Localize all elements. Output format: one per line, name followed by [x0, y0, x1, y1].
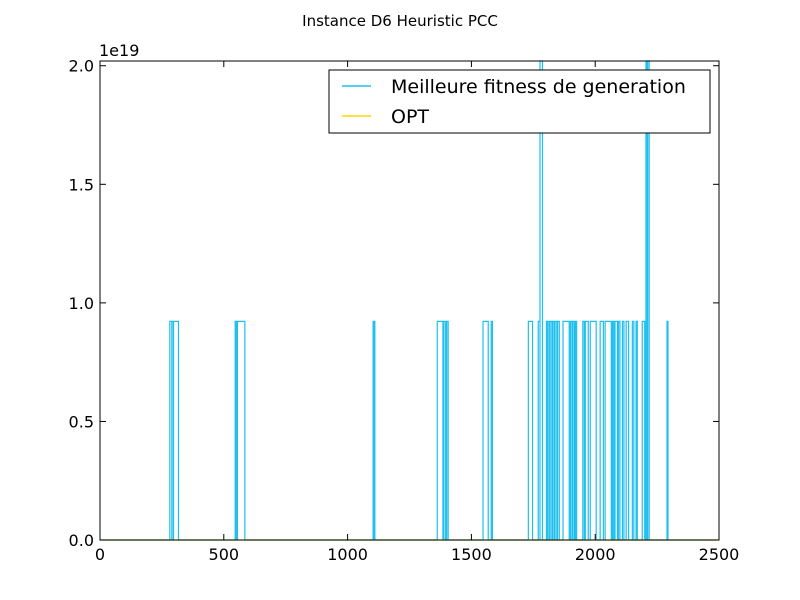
- y-axis-ticks: 0.0 0.5 1.0 1.5 2.0: [69, 57, 719, 550]
- legend-label-0: Meilleure fitness de generation: [391, 76, 686, 98]
- x-tick-label: 500: [209, 545, 240, 564]
- y-tick-label: 0.5: [69, 412, 94, 431]
- plot-frame: [99, 60, 720, 541]
- series-line-0: [100, 60, 717, 541]
- chart-title: Instance D6 Heuristic PCC: [302, 12, 498, 30]
- x-tick-label: 0: [95, 545, 105, 564]
- legend-box: [328, 69, 711, 134]
- x-tick-label: 1000: [327, 545, 368, 564]
- plot-area: [99, 60, 720, 541]
- x-tick-label: 2000: [575, 545, 616, 564]
- y-tick-label: 1.0: [69, 294, 94, 313]
- x-tick-label: 2500: [699, 545, 740, 564]
- x-axis-ticks: 0 500 1000 1500 2000 2500: [95, 61, 739, 564]
- y-tick-label: 2.0: [69, 57, 94, 76]
- y-tick-label: 0.0: [69, 531, 94, 550]
- y-tick-label: 1.5: [69, 175, 94, 194]
- legend: Meilleure fitness de generation OPT: [328, 69, 711, 134]
- x-tick-label: 1500: [451, 545, 492, 564]
- y-offset-label: 1e19: [99, 41, 139, 60]
- legend-label-1: OPT: [391, 106, 429, 128]
